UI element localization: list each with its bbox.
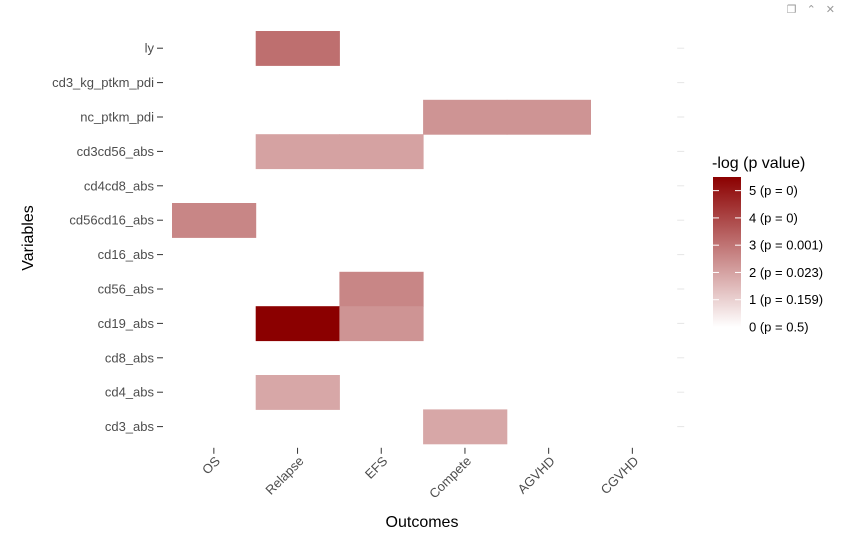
x-tick-label-os: OS bbox=[199, 453, 223, 477]
heatmap-cell-cd19-abs-relapse bbox=[255, 306, 340, 342]
heatmap-cell-ly-relapse bbox=[255, 31, 340, 66]
viewer-toolbar: ❐ ⌃ ✕ bbox=[787, 0, 845, 20]
y-tick-label-cd19-abs: cd19_abs bbox=[98, 316, 155, 331]
y-tick-label-cd3-abs: cd3_abs bbox=[105, 419, 155, 434]
legend-label-4: 4 (p = 0) bbox=[749, 210, 798, 225]
x-tick-label-agvhd: AGVHD bbox=[514, 453, 557, 496]
x-tick-label-efs: EFS bbox=[362, 453, 391, 482]
x-axis: OS Relapse EFS Compete AGVHD CGVHD bbox=[199, 447, 642, 501]
y-axis-title: Variables bbox=[20, 205, 37, 271]
heatmap-cell-nc-ptkm-pdi-agvhd bbox=[506, 99, 591, 135]
x-tick-label-compete: Compete bbox=[426, 453, 474, 501]
y-tick-label-cd4-abs: cd4_abs bbox=[105, 385, 155, 400]
y-tick-label-cd8-abs: cd8_abs bbox=[105, 350, 155, 365]
heatmap-cell-cd56-abs-efs bbox=[339, 271, 424, 307]
y-tick-label-cd3-kg-ptkm-pdi: cd3_kg_ptkm_pdi bbox=[52, 75, 154, 90]
legend-label-2: 2 (p = 0.023) bbox=[749, 265, 823, 280]
legend-label-5: 5 (p = 0) bbox=[749, 183, 798, 198]
color-legend: -log (p value) 5 (p = 0) 4 (p = 0) 3 (p = … bbox=[712, 155, 823, 335]
right-tick-marks bbox=[677, 47, 685, 428]
y-tick-label-cd4cd8-abs: cd4cd8_abs bbox=[84, 178, 155, 193]
y-tick-label-cd16-abs: cd16_abs bbox=[98, 247, 155, 262]
heatmap-cell-cd3cd56-abs-efs bbox=[339, 134, 424, 170]
y-tick-label-nc-ptkm-pdi: nc_ptkm_pdi bbox=[80, 110, 154, 125]
legend-colorbar bbox=[713, 177, 741, 327]
heatmap-cell-cd3cd56-abs-relapse bbox=[255, 134, 340, 170]
y-tick-label-cd56cd16-abs: cd56cd16_abs bbox=[69, 213, 154, 228]
heatmap-cell-cd56cd16-abs-os bbox=[172, 203, 257, 238]
heatmap-cell-nc-ptkm-pdi-compete bbox=[423, 99, 508, 135]
y-tick-label-ly: ly bbox=[145, 41, 155, 56]
copy-icon[interactable]: ❐ bbox=[786, 3, 797, 16]
legend-title: -log (p value) bbox=[712, 155, 805, 172]
y-axis: ly cd3_kg_ptkm_pdi nc_ptkm_pdi cd3cd56_absc… bbox=[52, 41, 163, 434]
legend-label-3: 3 (p = 0.001) bbox=[749, 238, 823, 253]
close-icon[interactable]: ✕ bbox=[825, 3, 835, 16]
x-tick-label-cgvhd: CGVHD bbox=[598, 453, 642, 497]
heatmap-cell-cd4-abs-relapse bbox=[255, 375, 340, 410]
heatmap-cell-cd19-abs-efs bbox=[339, 306, 424, 342]
legend-label-0: 0 (p = 0.5) bbox=[749, 320, 809, 335]
x-tick-label-relapse: Relapse bbox=[262, 453, 306, 497]
heatmap-cells bbox=[172, 31, 591, 445]
y-tick-label-cd3cd56-abs: cd3cd56_abs bbox=[77, 144, 155, 159]
heatmap-cell-cd3-abs-compete bbox=[423, 409, 508, 445]
y-tick-label-cd56-abs: cd56_abs bbox=[98, 282, 155, 297]
legend-label-1: 1 (p = 0.159) bbox=[749, 292, 823, 307]
collapse-up-icon[interactable]: ⌃ bbox=[806, 3, 816, 16]
x-axis-title: Outcomes bbox=[386, 514, 459, 531]
